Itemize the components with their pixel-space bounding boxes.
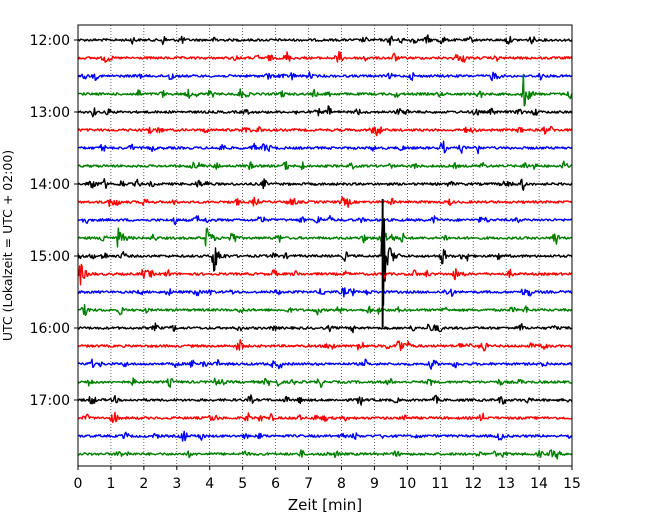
x-tick-label: 12 bbox=[464, 476, 482, 492]
x-tick-label: 6 bbox=[271, 476, 280, 492]
x-tick-label: 1 bbox=[106, 476, 115, 492]
y-tick-label: 17:00 bbox=[30, 393, 70, 409]
x-tick-label: 14 bbox=[530, 476, 548, 492]
trace-1745 bbox=[77, 449, 573, 460]
trace-1630 bbox=[77, 358, 573, 370]
x-axis: 0 1 2 3 4 5 6 7 8 9 10 11 12 13 14 15 bbox=[74, 466, 581, 492]
trace-group bbox=[77, 34, 573, 460]
trace-1330 bbox=[77, 140, 573, 155]
trace-1500 bbox=[77, 216, 573, 306]
y-tick-label: 16:00 bbox=[30, 321, 70, 337]
trace-1715 bbox=[77, 411, 573, 423]
trace-1600 bbox=[77, 322, 573, 334]
trace-1345 bbox=[77, 160, 573, 171]
trace-1515 bbox=[77, 263, 573, 286]
y-tick-label: 15:00 bbox=[30, 249, 70, 265]
x-tick-label: 5 bbox=[238, 476, 247, 492]
y-axis: 12:00 13:00 14:00 15:00 16:00 17:00 bbox=[30, 33, 78, 409]
x-tick-label: 7 bbox=[304, 476, 313, 492]
plot-frame bbox=[77, 24, 573, 467]
trace-1545 bbox=[77, 304, 573, 316]
trace-1645 bbox=[77, 377, 573, 389]
trace-1315 bbox=[77, 125, 573, 137]
y-tick-label: 14:00 bbox=[30, 177, 70, 193]
x-tick-label: 3 bbox=[172, 476, 181, 492]
trace-1615 bbox=[77, 339, 573, 352]
x-tick-label: 10 bbox=[398, 476, 416, 492]
y-axis-label: UTC (Lokalzeit = UTC + 02:00) bbox=[0, 150, 15, 341]
trace-1215 bbox=[77, 50, 573, 63]
trace-1200 bbox=[78, 34, 573, 46]
trace-1530 bbox=[77, 287, 573, 298]
trace-1300 bbox=[77, 105, 573, 118]
trace-1245 bbox=[77, 74, 573, 107]
trace-1400 bbox=[77, 178, 573, 191]
trace-1415 bbox=[77, 196, 573, 208]
trace-1445 bbox=[77, 227, 573, 248]
trace-1230 bbox=[77, 71, 573, 82]
trace-1730 bbox=[77, 430, 573, 442]
x-tick-label: 0 bbox=[74, 476, 83, 492]
x-tick-label: 8 bbox=[337, 476, 346, 492]
x-tick-label: 15 bbox=[563, 476, 581, 492]
trace-1430 bbox=[77, 214, 573, 226]
x-tick-label: 9 bbox=[370, 476, 379, 492]
y-tick-label: 12:00 bbox=[30, 33, 70, 49]
y-tick-label: 13:00 bbox=[30, 105, 70, 121]
x-tick-label: 2 bbox=[139, 476, 148, 492]
x-tick-label: 4 bbox=[205, 476, 214, 492]
x-tick-label: 13 bbox=[497, 476, 515, 492]
x-tick-label: 11 bbox=[431, 476, 449, 492]
x-axis-label: Zeit [min] bbox=[288, 496, 362, 514]
trace-1700 bbox=[77, 394, 573, 406]
